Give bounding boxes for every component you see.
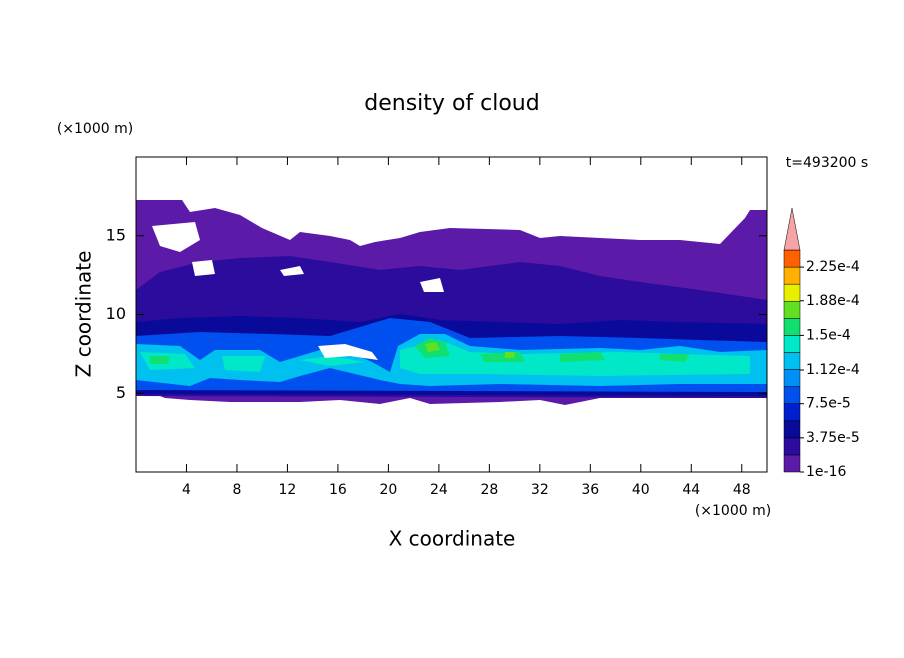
colorbar-tick-label: 1.5e-4 <box>806 327 851 343</box>
y-unit: (×1000 m) <box>57 121 133 137</box>
x-tick-label: 44 <box>682 482 700 498</box>
x-tick-label: 48 <box>733 482 751 498</box>
contour-region <box>150 338 690 364</box>
x-tick-label: 8 <box>232 482 241 498</box>
colorbar-tick-label: 2.25e-4 <box>806 259 860 275</box>
colorbar-box <box>783 249 801 268</box>
colorbar-box <box>783 454 801 473</box>
cloud-free <box>152 222 444 360</box>
x-unit: (×1000 m) <box>695 503 771 519</box>
colorbar-tick-label: 1.12e-4 <box>806 362 860 378</box>
y-tick-label: 5 <box>116 383 126 402</box>
colorbar-tick-label: 1e-16 <box>806 464 846 480</box>
y-axis-label: Z coordinate <box>72 251 96 378</box>
x-tick-label: 12 <box>279 482 297 498</box>
x-tick-label: 16 <box>329 482 347 498</box>
x-tick-label: 36 <box>581 482 599 498</box>
x-tick-label: 24 <box>430 482 448 498</box>
contour-region <box>425 342 515 358</box>
colorbar-box <box>783 352 801 370</box>
x-tick-label: 20 <box>379 482 397 498</box>
colorbar-box <box>783 437 801 456</box>
colorbar-extend <box>783 207 801 251</box>
y-tick-label: 15 <box>106 225 126 244</box>
x-tick-label: 4 <box>182 482 191 498</box>
contour-region <box>140 340 750 376</box>
colorbar-box <box>783 386 801 404</box>
y-tick-label: 10 <box>106 304 126 323</box>
contour-field <box>136 200 767 405</box>
x-tick-label: 40 <box>632 482 650 498</box>
colorbar-box <box>783 335 801 353</box>
colorbar-tick-label: 3.75e-5 <box>806 430 860 446</box>
colorbar-box <box>783 318 801 336</box>
colorbar-tick-label: 7.5e-5 <box>806 396 851 412</box>
chart-title: density of cloud <box>364 91 539 116</box>
annotation: t=493200 s <box>786 155 868 171</box>
colorbar-box <box>783 369 801 387</box>
colorbar-box <box>783 420 801 439</box>
colorbar-box <box>783 403 801 422</box>
colorbar-box <box>783 283 801 302</box>
x-axis-label: X coordinate <box>389 527 516 551</box>
colorbar-box <box>783 300 801 319</box>
colorbar-tick-label: 1.88e-4 <box>806 293 860 309</box>
x-tick-label: 28 <box>480 482 498 498</box>
x-tick-label: 32 <box>531 482 549 498</box>
colorbar-box <box>783 266 801 285</box>
